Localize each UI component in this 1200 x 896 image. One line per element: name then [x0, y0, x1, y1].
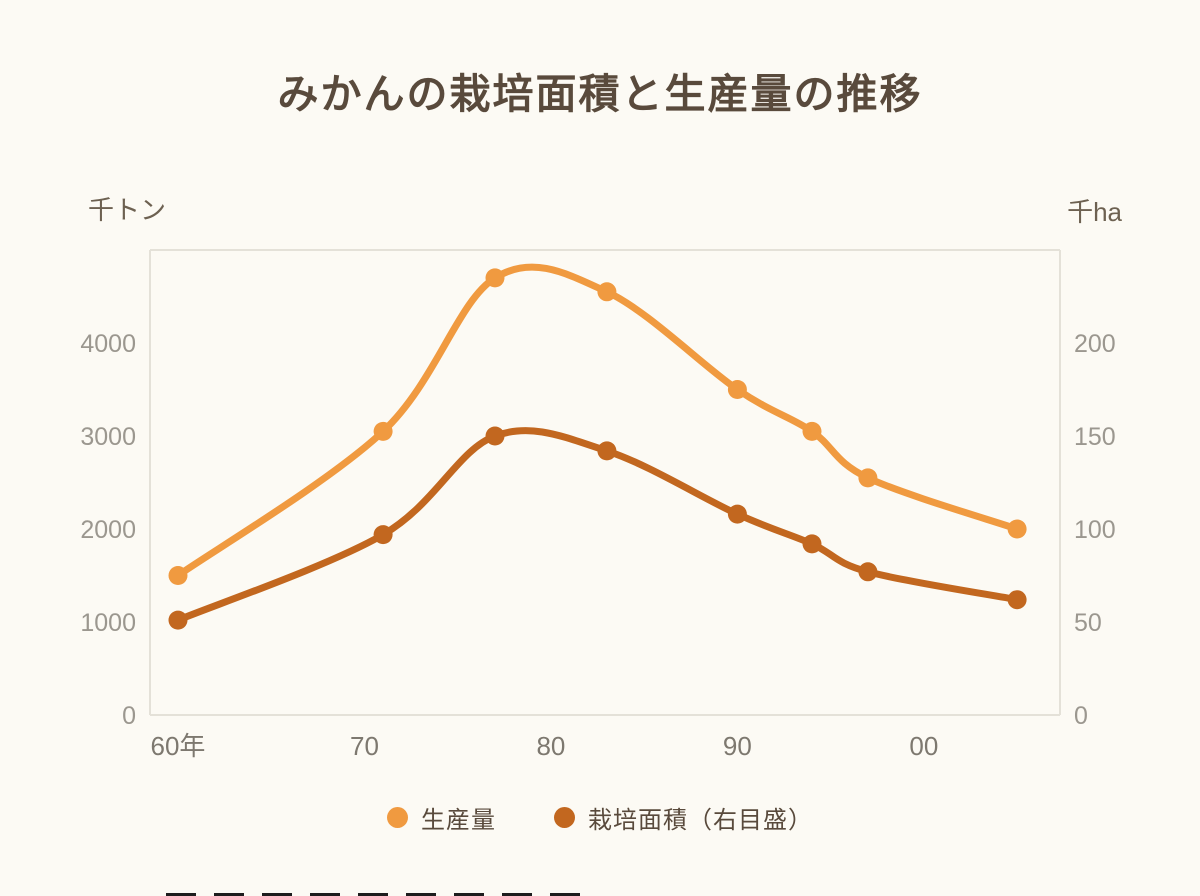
data-point — [1007, 519, 1027, 539]
cultivation-area-line — [174, 427, 1021, 624]
left-axis-unit-label: 千トン — [88, 195, 167, 225]
data-point — [485, 268, 505, 288]
x-axis-tick-label: 70 — [350, 731, 379, 761]
data-point — [485, 426, 505, 446]
right-axis-tick-label: 50 — [1074, 609, 1102, 637]
right-axis-tick-label: 0 — [1074, 702, 1088, 730]
data-point — [597, 441, 617, 461]
data-point — [858, 562, 878, 582]
left-axis-tick-label: 0 — [122, 702, 136, 730]
production-series-dot-icon — [387, 807, 408, 828]
left-axis-tick-label: 1000 — [80, 609, 136, 637]
right-axis-tick-label: 150 — [1074, 423, 1116, 451]
legend-item-production: 生産量 — [387, 800, 496, 835]
x-axis-tick-label: 90 — [723, 731, 752, 761]
right-axis-unit-label: 千ha — [1067, 197, 1122, 227]
data-point — [168, 566, 188, 585]
x-axis-tick-label: 60年 — [151, 731, 206, 761]
production-legend-label: 生産量 — [421, 807, 496, 834]
data-point — [373, 525, 393, 545]
data-point — [373, 421, 393, 441]
data-point — [858, 468, 878, 488]
chart-title: みかんの栽培面積と生産量の推移 — [277, 71, 923, 117]
left-axis-tick-label: 2000 — [80, 516, 136, 544]
left-axis-tick-label: 4000 — [80, 330, 136, 358]
cultivation-area-series-dot-icon — [554, 807, 575, 828]
clipped-text-fragment — [166, 893, 590, 896]
data-point — [727, 504, 747, 524]
data-point — [802, 421, 822, 441]
data-point — [1007, 590, 1027, 610]
legend: 生産量 栽培面積（右目盛） — [0, 800, 1200, 835]
data-point — [168, 610, 188, 630]
data-point — [597, 282, 617, 302]
data-point — [727, 380, 747, 399]
left-axis-tick-label: 3000 — [80, 423, 136, 451]
data-point — [802, 534, 822, 554]
right-axis-tick-label: 100 — [1074, 516, 1116, 544]
legend-item-cultivation-area: 栽培面積（右目盛） — [554, 800, 813, 835]
x-axis-tick-label: 00 — [909, 731, 938, 761]
cultivation-area-legend-label: 栽培面積（右目盛） — [588, 807, 813, 834]
right-axis-tick-label: 200 — [1074, 330, 1116, 358]
production-line — [174, 263, 1021, 579]
x-axis-tick-label: 80 — [536, 731, 565, 761]
